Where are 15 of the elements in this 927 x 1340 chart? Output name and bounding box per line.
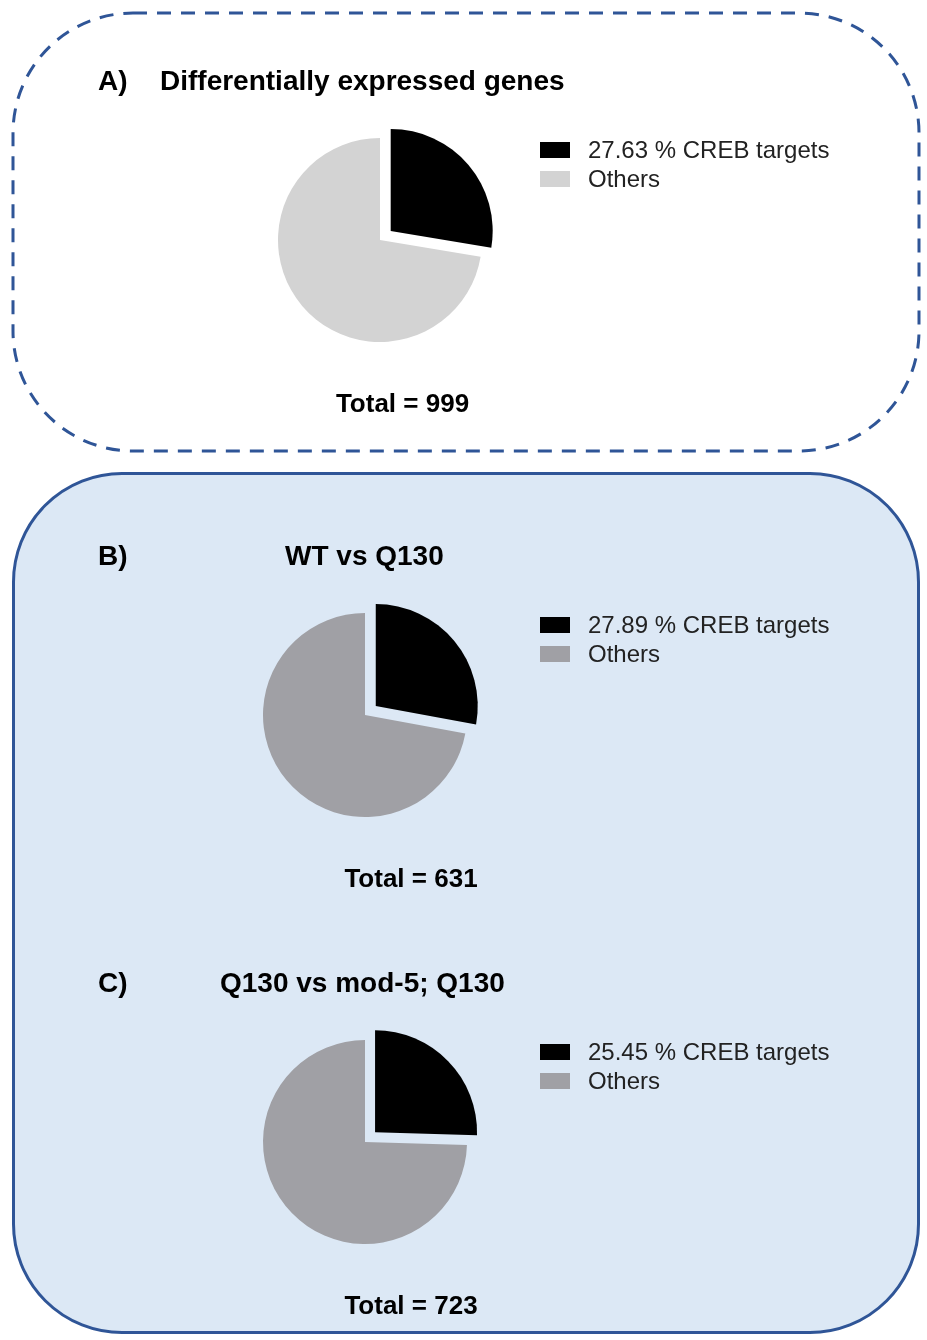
text: A) [98,65,128,97]
text: B) [98,540,128,572]
text: Total = 723 [343,1290,479,1321]
chart-title: Differentially expressed genes [160,65,565,97]
legend-label: Others [588,1066,661,1095]
chart-title: Q130 vs mod-5; Q130 [220,967,505,999]
legend-label: Others [588,164,661,193]
chart-title: WT vs Q130 [285,540,444,572]
legend-label: Others [588,639,661,668]
legend-label: 25.45 % CREB targets [588,1037,830,1066]
legend-label: 27.63 % CREB targets [588,135,830,164]
text: Total = 999 [334,388,471,419]
text: Total = 631 [343,863,479,894]
text: C) [98,967,128,999]
legend-label: 27.89 % CREB targets [588,610,830,639]
